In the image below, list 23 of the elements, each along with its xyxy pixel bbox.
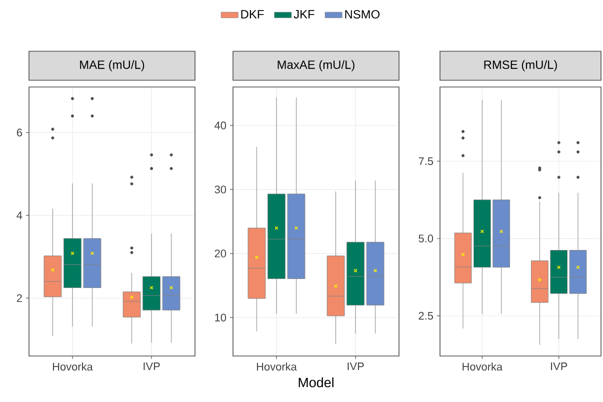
y-tick-label: 10 [215, 314, 226, 322]
x-tick-label: Hovorka [52, 362, 93, 371]
chart-title: MaxAE (mU/L) [278, 60, 354, 72]
y-tick-label: 2 [16, 294, 22, 302]
chart-title: MAE (mU/L) [80, 60, 144, 72]
x-tick-label: Hovorka [462, 362, 503, 371]
y-tick-label: 30 [214, 186, 226, 194]
y-tick-label: 4 [16, 212, 22, 220]
y-tick-label: 2.5 [418, 312, 434, 320]
legend-label: JKF [294, 10, 314, 18]
x-tick-label: Hovorka [256, 362, 297, 371]
y-tick-label: 5.0 [418, 234, 434, 242]
x-axis-title: Model [298, 377, 334, 388]
y-tick-label: 20 [214, 250, 226, 258]
x-tick-label: IVP [144, 362, 160, 370]
y-tick-label: 6 [16, 128, 22, 136]
chart-title: RMSE (mU/L) [484, 60, 557, 72]
y-tick-label: 40 [214, 122, 226, 130]
legend-label: NSMO [345, 10, 380, 19]
x-tick-label: IVP [551, 362, 568, 370]
legend-label: DKF [241, 10, 264, 18]
y-tick-label: 7.5 [418, 157, 434, 166]
x-tick-label: IVP [348, 362, 364, 370]
